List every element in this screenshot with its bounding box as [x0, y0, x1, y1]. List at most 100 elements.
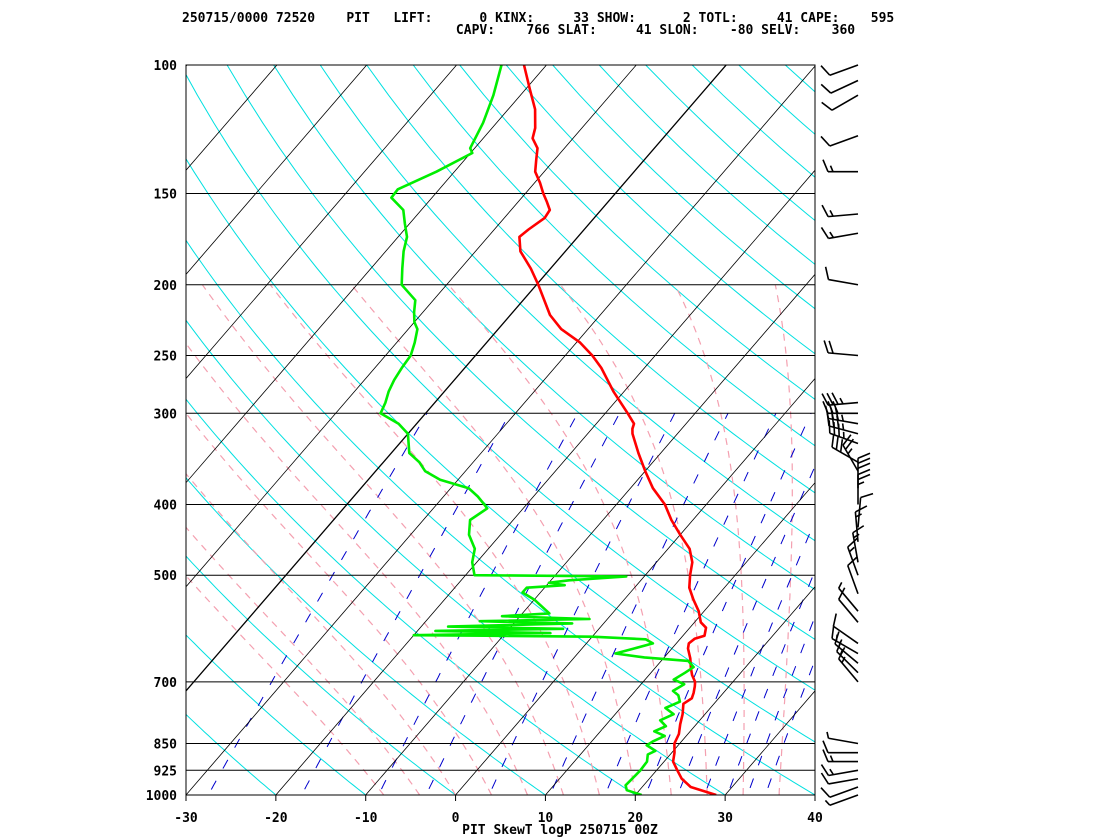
dry-adiabat [186, 713, 277, 795]
wind-barb-flag [857, 468, 871, 476]
sounding-profiles [379, 65, 717, 795]
wind-barb-flag [821, 393, 829, 406]
moist-adiabat [201, 284, 564, 795]
wind-barb [824, 794, 859, 807]
moist-adiabat [774, 284, 793, 795]
wind-barb-shaft [838, 587, 859, 612]
wind-barb-shaft [829, 794, 859, 807]
wind-barb-half-flag [839, 397, 844, 405]
temperature-line [518, 65, 717, 795]
pressure-tick-label: 850 [154, 737, 178, 752]
isotherm [0, 32, 36, 826]
temperature-tick-labels: -30 -20 -10 0 10 20 30 40 [174, 795, 823, 826]
background-lines [0, 32, 815, 826]
temperature-tick-label: -30 [174, 811, 198, 826]
isotherm [544, 482, 815, 795]
wind-barb-flag [826, 392, 834, 406]
wind-barb-half-flag [829, 755, 834, 762]
wind-barb-flag [832, 400, 839, 414]
isotherm [186, 65, 815, 795]
mixing-ratio-line [604, 413, 777, 795]
wind-barb [826, 731, 859, 745]
temperature-tick-label: 10 [538, 811, 554, 826]
wind-barb-flag [832, 613, 837, 627]
wind-barb [857, 452, 871, 489]
dry-adiabat [186, 398, 637, 795]
isotherm [365, 273, 815, 795]
dry-adiabat [319, 65, 815, 542]
wind-barb-flag [822, 400, 829, 414]
wind-barb-flag [820, 65, 831, 76]
dry-adiabat [738, 65, 815, 135]
pressure-tick-label: 250 [154, 349, 178, 364]
isotherm [275, 169, 815, 795]
dry-adiabat [186, 239, 815, 795]
wind-barb-half-flag [838, 640, 842, 648]
wind-barb [831, 625, 859, 655]
wind-barb-flag [857, 457, 871, 464]
moist-adiabat [814, 788, 815, 795]
isotherm [186, 65, 637, 588]
wind-barb-flag [820, 787, 831, 798]
wind-barb [822, 749, 858, 763]
dry-adiabat [186, 157, 815, 743]
dry-adiabat [552, 65, 815, 310]
wind-barb [820, 79, 859, 94]
pressure-tick-label: 200 [154, 279, 178, 294]
moist-adiabat [351, 284, 636, 795]
wind-barb [820, 764, 859, 777]
mixing-ratio-line [726, 569, 815, 795]
wind-barb-flag [852, 525, 865, 534]
wind-barb-flag [835, 436, 839, 450]
wind-barb-half-flag [841, 414, 845, 422]
wind-barb-shaft [830, 79, 859, 94]
isotherm [0, 32, 126, 826]
dry-adiabat [186, 794, 187, 795]
wind-barb [824, 266, 859, 286]
wind-barb-half-flag [835, 634, 838, 642]
isotherm [186, 65, 188, 67]
wind-barb-half-flag [824, 799, 831, 806]
mixing-ratio-line [301, 413, 511, 795]
pressure-tick-label: 1000 [146, 789, 177, 804]
dry-adiabat [598, 65, 815, 265]
wind-barb-shaft [846, 546, 859, 576]
moist-adiabat [186, 526, 421, 795]
wind-barb-flag [820, 227, 830, 239]
wind-barbs [820, 64, 874, 807]
wind-barb-flag [857, 473, 871, 481]
dry-adiabat [186, 73, 815, 691]
dry-adiabat [186, 634, 367, 795]
wind-barb [821, 94, 859, 111]
wind-barb [820, 227, 859, 240]
dry-adiabat [366, 65, 815, 494]
header-line-2: CAPV: 766 SLAT: 41 SLON: -80 SELV: 360 [182, 23, 855, 38]
wind-barb-flag [847, 537, 858, 548]
wind-barb-flag [838, 587, 846, 600]
isotherm [186, 65, 728, 692]
wind-barb [838, 582, 859, 612]
wind-barb-flag [823, 340, 829, 354]
dry-adiabat [784, 65, 815, 93]
wind-barb-flag [820, 83, 832, 94]
wind-barb-shaft [829, 786, 859, 798]
wind-barb-shaft [828, 777, 859, 785]
wind-barb [820, 772, 859, 785]
pressure-tick-label: 150 [154, 188, 178, 203]
moist-adiabat [559, 284, 708, 795]
dry-adiabat [226, 65, 815, 640]
mixing-ratio-line [764, 658, 815, 795]
wind-barb-half-flag [826, 731, 830, 739]
mixing-ratio-line [425, 413, 620, 795]
moist-adiabat [186, 574, 385, 795]
wind-barb-flag [827, 400, 834, 414]
wind-barb-shaft [831, 94, 859, 111]
wind-barb [831, 434, 859, 463]
temperature-tick-label: 40 [807, 811, 823, 826]
wind-barb-flag [831, 392, 839, 405]
mixing-ratio-line [703, 519, 815, 795]
temperature-tick-label: -20 [264, 811, 288, 826]
dry-adiabat [691, 65, 815, 178]
wind-barb [820, 64, 859, 77]
dry-adiabat [645, 65, 815, 222]
